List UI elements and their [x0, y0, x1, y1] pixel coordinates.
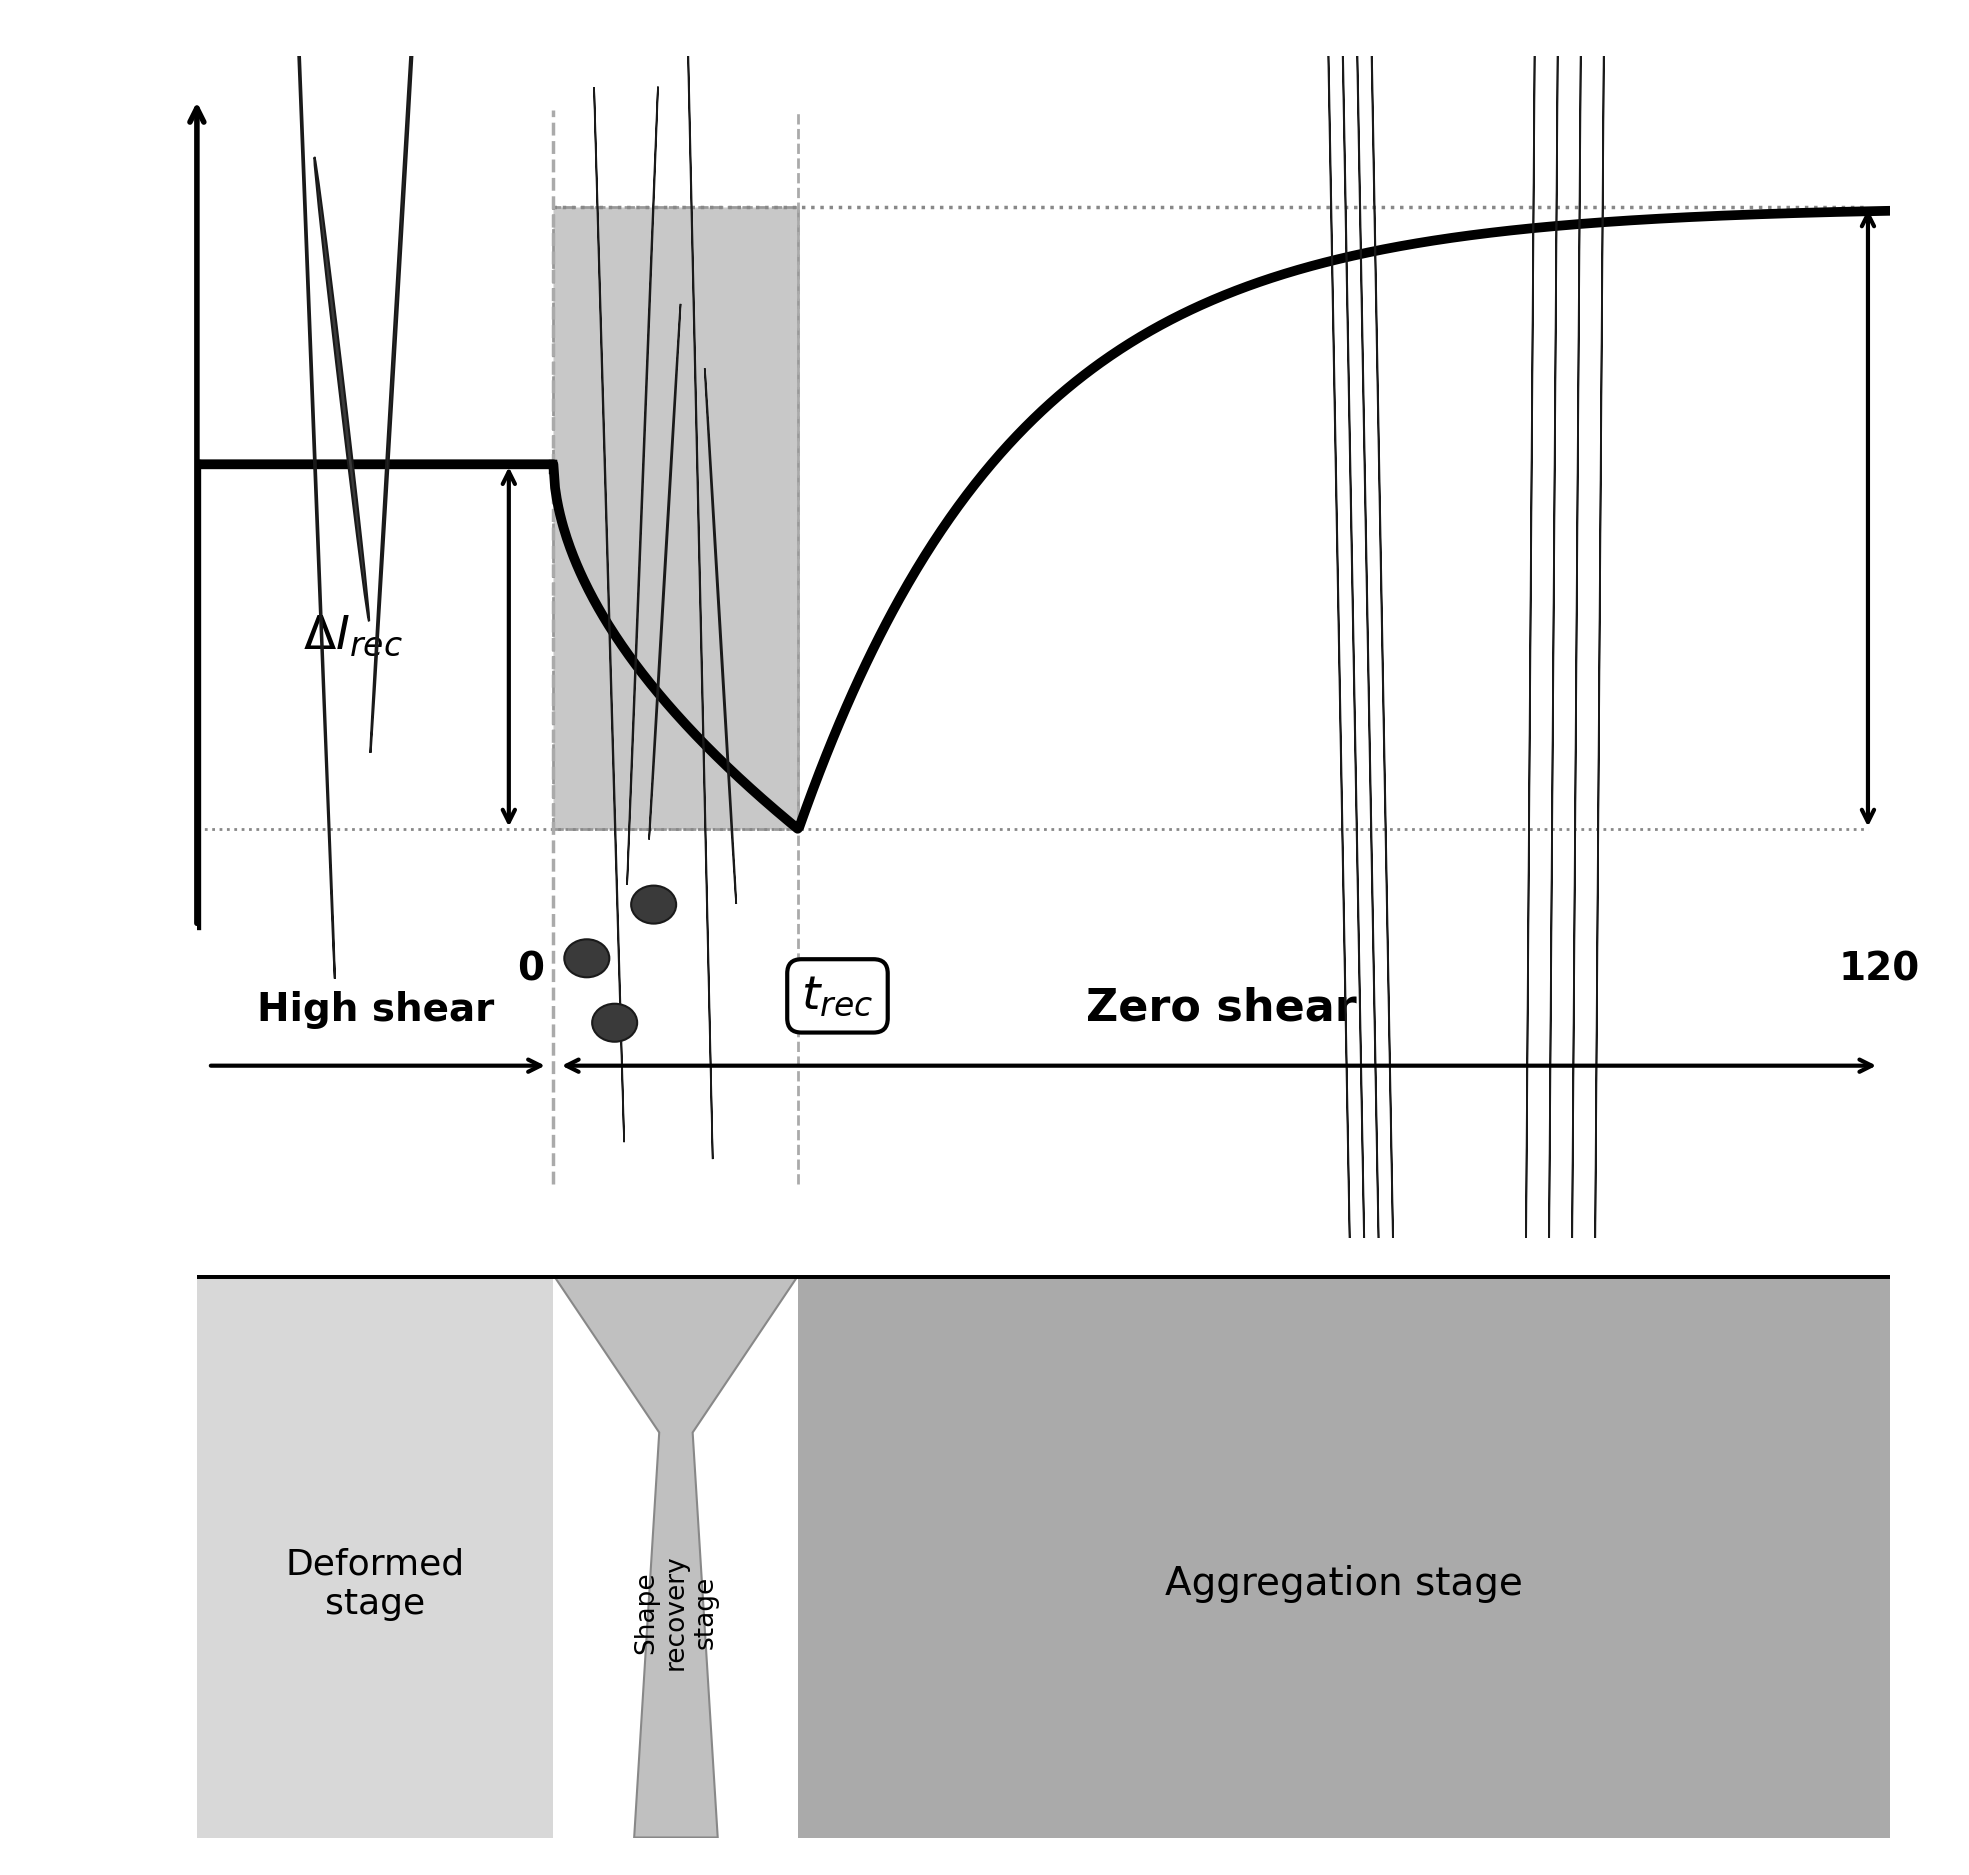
Ellipse shape	[1311, 0, 1359, 1719]
Text: High shear: High shear	[256, 992, 494, 1029]
Polygon shape	[553, 1275, 799, 1838]
Ellipse shape	[595, 86, 624, 1142]
Ellipse shape	[1353, 0, 1400, 1646]
Bar	[799, 1275, 1890, 1838]
Ellipse shape	[1339, 0, 1386, 1671]
Ellipse shape	[650, 304, 681, 840]
Ellipse shape	[705, 368, 736, 904]
Ellipse shape	[370, 0, 425, 754]
Ellipse shape	[565, 939, 608, 977]
Bar	[553, 206, 799, 829]
Text: Zero shear: Zero shear	[1087, 986, 1357, 1029]
Text: Shape
recovery
stage: Shape recovery stage	[632, 1554, 719, 1671]
Bar	[197, 1275, 553, 1838]
Ellipse shape	[1540, 0, 1571, 1875]
Ellipse shape	[1516, 0, 1548, 1875]
Text: $\Delta I_{rec}$: $\Delta I_{rec}$	[303, 613, 404, 658]
Text: 120: 120	[1839, 951, 1920, 988]
Ellipse shape	[626, 86, 658, 885]
Ellipse shape	[1325, 0, 1372, 1695]
Ellipse shape	[632, 885, 675, 924]
Ellipse shape	[683, 0, 713, 1159]
Text: Deformed
stage: Deformed stage	[286, 1547, 465, 1622]
Ellipse shape	[282, 0, 335, 979]
Ellipse shape	[1563, 0, 1595, 1875]
Ellipse shape	[315, 158, 368, 621]
Text: Aggregation stage: Aggregation stage	[1166, 1566, 1524, 1603]
Text: 0: 0	[518, 951, 545, 988]
Text: $t_{rec}$: $t_{rec}$	[801, 973, 874, 1018]
Ellipse shape	[593, 1003, 638, 1043]
Ellipse shape	[1585, 0, 1617, 1875]
